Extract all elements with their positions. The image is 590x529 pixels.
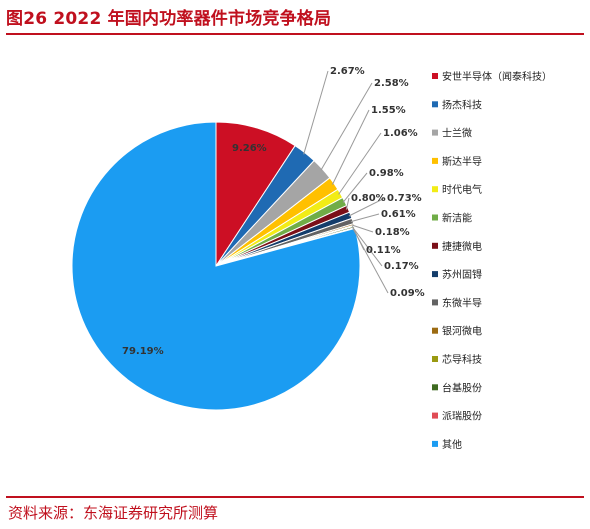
data-label: 0.98% — [369, 168, 404, 179]
legend-swatch — [432, 101, 438, 108]
legend-item: 士兰微 — [442, 127, 472, 140]
legend-swatch — [432, 73, 438, 79]
pie-slice — [71, 121, 361, 411]
data-label: 0.18% — [375, 227, 410, 238]
legend-item: 东微半导 — [442, 296, 482, 309]
legend-swatch — [432, 129, 438, 136]
leader-line — [331, 109, 370, 185]
legend-item: 苏州固锝 — [442, 268, 482, 281]
data-label: 9.26% — [232, 143, 267, 154]
legend-item: 安世半导体（闻泰科技） — [442, 70, 552, 83]
data-label: 0.80% — [351, 193, 386, 204]
legend-swatch — [432, 327, 438, 334]
leader-line — [345, 197, 350, 210]
leader-line — [351, 224, 374, 233]
legend-swatch — [432, 271, 438, 278]
legend-item: 银河微电 — [442, 325, 482, 338]
legend-item: 时代电气 — [442, 183, 482, 196]
leader-line — [352, 227, 383, 267]
data-label: 2.58% — [374, 78, 409, 89]
pie-slices — [71, 121, 361, 411]
data-label: 0.17% — [384, 261, 419, 272]
legend-swatch — [432, 214, 438, 221]
legend-item: 扬杰科技 — [442, 98, 482, 111]
data-label: 2.67% — [330, 66, 365, 77]
legend-swatch — [432, 242, 438, 249]
legend-item: 其他 — [442, 438, 462, 451]
legend-swatch — [432, 440, 438, 447]
figure-title: 图26 2022 年国内功率器件市场竞争格局 — [6, 9, 332, 29]
title-divider — [6, 33, 584, 35]
data-label: 79.19% — [122, 346, 164, 357]
source-note: 资料来源：东海证券研究所测算 — [8, 504, 219, 522]
legend-item: 芯导科技 — [442, 353, 482, 366]
leader-line — [338, 132, 382, 195]
legend-item: 新洁能 — [442, 212, 472, 225]
leader-line — [352, 228, 389, 294]
data-label: 1.06% — [383, 128, 418, 139]
legend-swatch — [432, 186, 438, 193]
legend-swatch — [432, 157, 438, 164]
leader-line — [348, 197, 386, 217]
leader-line — [320, 82, 373, 171]
legend-swatch — [432, 412, 438, 419]
leader-line — [342, 172, 368, 203]
legend-swatch — [432, 356, 438, 362]
data-label: 0.61% — [381, 209, 416, 220]
data-label: 0.73% — [387, 193, 422, 204]
legend-item: 斯达半导 — [442, 155, 482, 168]
legend: 安世半导体（闻泰科技） 扬杰科技士兰微斯达半导时代电气新洁能捷捷微电苏州固锝东微半… — [432, 70, 552, 451]
legend-swatch — [432, 299, 438, 306]
legend-swatch — [432, 384, 438, 391]
leader-line — [350, 213, 380, 223]
legend-item: 捷捷微电 — [442, 240, 482, 253]
data-labels: 9.26% 2.67% 2.58% 1.55% 1.06% 0.98% 0.80% 0.73%… — [122, 66, 425, 357]
data-label: 0.11% — [366, 245, 401, 256]
data-label: 1.55% — [371, 105, 406, 116]
pie-slice — [215, 121, 296, 268]
legend-item: 派瑞股份 — [442, 411, 482, 423]
leader-lines — [303, 70, 389, 294]
footer-divider — [6, 496, 584, 498]
legend-item: 台基股份 — [442, 381, 482, 394]
data-label: 0.09% — [390, 288, 425, 299]
leader-line — [303, 70, 329, 155]
